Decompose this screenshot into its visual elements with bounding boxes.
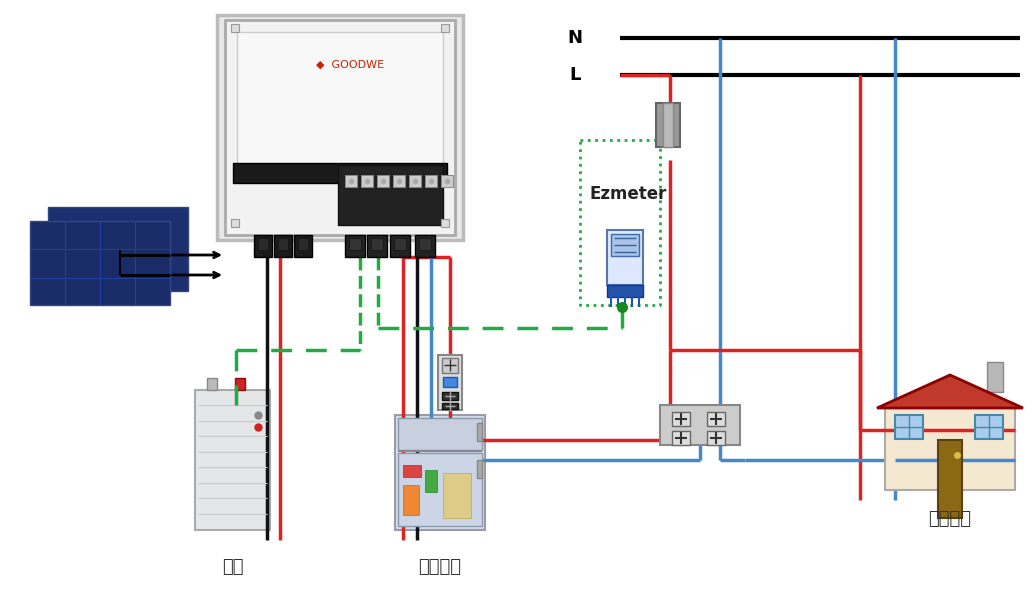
Bar: [443, 473, 472, 518]
Bar: [443, 377, 457, 387]
Bar: [425, 470, 437, 492]
Bar: [349, 238, 361, 250]
Bar: [231, 24, 239, 32]
Text: Ezmeter: Ezmeter: [589, 185, 667, 203]
Bar: [345, 175, 357, 187]
Bar: [442, 403, 458, 409]
Bar: [361, 175, 373, 187]
Polygon shape: [30, 221, 170, 305]
Bar: [477, 460, 482, 478]
Bar: [442, 392, 458, 400]
Bar: [233, 163, 447, 183]
Bar: [207, 378, 217, 390]
Bar: [419, 238, 431, 250]
Bar: [885, 408, 1015, 490]
Bar: [440, 219, 449, 227]
Bar: [258, 238, 268, 250]
Bar: [938, 440, 962, 518]
Bar: [440, 24, 449, 32]
Bar: [377, 175, 389, 187]
Bar: [195, 390, 270, 530]
Bar: [663, 103, 673, 147]
Bar: [425, 175, 437, 187]
Bar: [409, 175, 421, 187]
Bar: [611, 234, 639, 256]
Bar: [672, 412, 690, 426]
Text: N: N: [568, 29, 582, 47]
Bar: [975, 415, 1003, 439]
Bar: [660, 405, 740, 445]
Bar: [707, 412, 725, 426]
Polygon shape: [48, 207, 188, 291]
Bar: [294, 235, 312, 257]
Bar: [235, 378, 245, 390]
Bar: [415, 235, 435, 257]
Bar: [607, 230, 643, 285]
Bar: [987, 362, 1003, 392]
Bar: [390, 235, 410, 257]
Bar: [298, 238, 308, 250]
Bar: [438, 355, 462, 410]
Text: 电池: 电池: [221, 558, 243, 576]
Bar: [403, 485, 419, 515]
Bar: [672, 431, 690, 445]
Bar: [398, 453, 482, 526]
Text: ◆  GOODWE: ◆ GOODWE: [316, 60, 384, 70]
Text: 一般负载: 一般负载: [929, 510, 972, 528]
Bar: [345, 235, 365, 257]
Bar: [393, 175, 405, 187]
Bar: [403, 465, 421, 477]
Polygon shape: [877, 375, 1023, 408]
Bar: [254, 235, 272, 257]
Bar: [274, 235, 292, 257]
Bar: [237, 32, 443, 167]
Bar: [707, 431, 725, 445]
Bar: [367, 235, 387, 257]
Bar: [440, 175, 453, 187]
Bar: [231, 219, 239, 227]
Bar: [278, 238, 288, 250]
Text: 重要负载: 重要负载: [419, 558, 461, 576]
Bar: [398, 418, 482, 450]
Bar: [656, 103, 680, 147]
Bar: [607, 285, 643, 297]
Bar: [217, 15, 463, 240]
Bar: [338, 165, 443, 225]
Bar: [371, 238, 383, 250]
Bar: [394, 238, 406, 250]
Bar: [477, 423, 482, 441]
Bar: [895, 415, 923, 439]
Bar: [225, 20, 455, 235]
Bar: [395, 415, 485, 530]
Bar: [442, 358, 458, 373]
Text: L: L: [570, 66, 581, 84]
